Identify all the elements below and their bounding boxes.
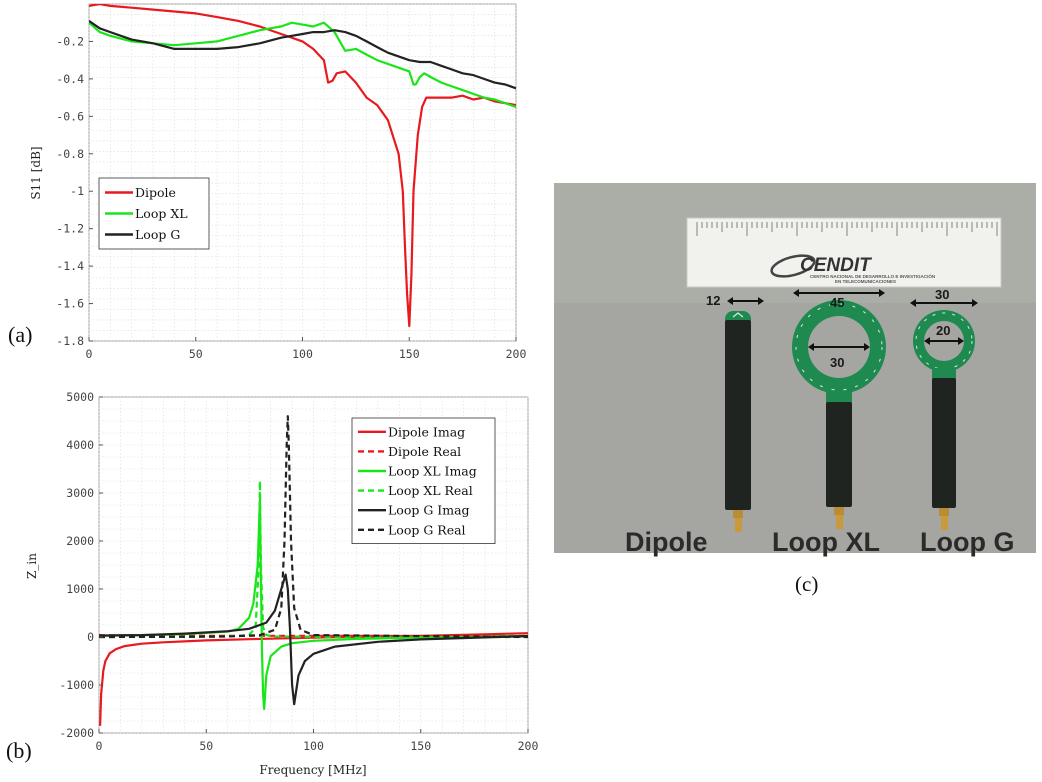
panel-label-b: (b) (6, 738, 32, 763)
legend-label: Loop G (135, 227, 180, 242)
x-tick-label: 150 (410, 739, 431, 753)
s11-grid (88, 3, 517, 342)
series-line-loop-xl-real (99, 479, 528, 639)
zin-legend: Dipole Imag Dipole Real Loop XL Imag Loop X… (351, 417, 496, 544)
ruler-ticks (696, 222, 998, 236)
y-tick-label: -1.4 (56, 259, 84, 273)
y-tick-label: -0.2 (56, 34, 84, 48)
x-tick-label: 0 (86, 347, 93, 361)
x-tick-label: 150 (399, 347, 420, 361)
panel-label-c: (c) (795, 572, 818, 596)
label-loop-g: Loop G (920, 527, 1014, 557)
legend-label: Dipole Real (388, 444, 461, 459)
dim-loopxl-outer: 45 (830, 295, 844, 310)
y-tick-label: 4000 (66, 438, 94, 452)
x-tick-label: 50 (199, 739, 213, 753)
series-line-loop-g (89, 19, 516, 90)
legend-label: Loop G Real (388, 522, 466, 537)
series-line-dipole (89, 4, 516, 328)
y-tick-label: -2000 (59, 726, 94, 740)
dipole-antenna (725, 311, 751, 532)
dim-dipole-width: 12 (706, 293, 720, 308)
series-line-loop-g-real (99, 415, 528, 639)
y-tick-label: -1.6 (56, 297, 84, 311)
y-tick-label: 1000 (66, 582, 94, 596)
ruler-subtext-1: CENTRO NACIONAL DE DESARROLLO E INVESTIG… (810, 272, 935, 279)
y-tick-label: -0.8 (56, 147, 84, 161)
s11-chart: (a) 0 50 100 150 200 -0.2 -0.4 -0.6 -0.8 -1 -1.2 -1… (8, 3, 526, 361)
ruler-logo: CENDIT (800, 255, 872, 276)
zin-lines (99, 415, 528, 726)
zin-x-axis-label: Frequency [MHz] (259, 763, 366, 777)
y-tick-label: 0 (87, 630, 94, 644)
legend-label: Dipole Imag (388, 424, 465, 439)
y-tick-label: 2000 (66, 534, 94, 548)
x-tick-label: 200 (518, 739, 539, 753)
zin-chart: (b) 0 50 100 150 200 -2000 -1000 0 1000 2000 3000 4… (6, 390, 538, 777)
x-tick-label: 50 (189, 347, 203, 361)
label-loop-xl: Loop XL (772, 527, 880, 557)
y-tick-label: 3000 (66, 486, 94, 500)
legend-label: Dipole (135, 185, 176, 200)
s11-y-axis-label: S11 [dB] (29, 146, 43, 199)
legend-label: Loop XL Real (388, 483, 473, 498)
series-line-loop-xl (89, 21, 516, 109)
ruler-subtext-2: EN TELECOMUNICACIONES (835, 279, 896, 284)
antenna-photo: CENDIT CENTRO NACIONAL DE DESARROLLO E I… (554, 183, 1036, 557)
logo-swoosh (770, 254, 816, 278)
dimension-arrows (727, 289, 978, 351)
panel-label-a: (a) (8, 322, 32, 347)
y-tick-label: -1.2 (56, 222, 84, 236)
y-tick-label: -0.4 (56, 72, 84, 86)
x-tick-label: 200 (506, 347, 527, 361)
legend-label: Loop XL (135, 206, 188, 221)
s11-legend: Dipole Loop XL Loop G (98, 177, 210, 250)
label-dipole: Dipole (625, 527, 708, 557)
dim-loopg-inner: 20 (936, 323, 950, 338)
y-tick-label: 5000 (66, 390, 94, 404)
dim-loopxl-inner: 30 (830, 355, 844, 370)
series-line-loop-g-imag (99, 573, 528, 706)
legend-label: Loop XL Imag (388, 464, 477, 479)
x-tick-label: 100 (292, 347, 313, 361)
s11-ticks: 0 50 100 150 200 -0.2 -0.4 -0.6 -0.8 -1 -1.2 -1.4 -1… (56, 34, 526, 361)
zin-ticks: 0 50 100 150 200 -2000 -1000 0 1000 2000 3000 4000 5… (59, 390, 538, 753)
x-tick-label: 100 (303, 739, 324, 753)
x-tick-label: 0 (96, 739, 103, 753)
ruler: CENDIT CENTRO NACIONAL DE DESARROLLO E I… (686, 217, 1002, 288)
y-tick-label: -0.6 (56, 109, 84, 123)
y-tick-label: -1 (70, 184, 84, 198)
y-tick-label: -1000 (59, 678, 94, 692)
legend-box (351, 417, 496, 544)
zin-y-axis-label: Z_in (25, 553, 39, 579)
y-tick-label: -1.8 (56, 334, 84, 348)
s11-lines (89, 4, 516, 328)
legend-label: Loop G Imag (388, 503, 470, 518)
dim-loopg-outer: 30 (935, 287, 949, 302)
